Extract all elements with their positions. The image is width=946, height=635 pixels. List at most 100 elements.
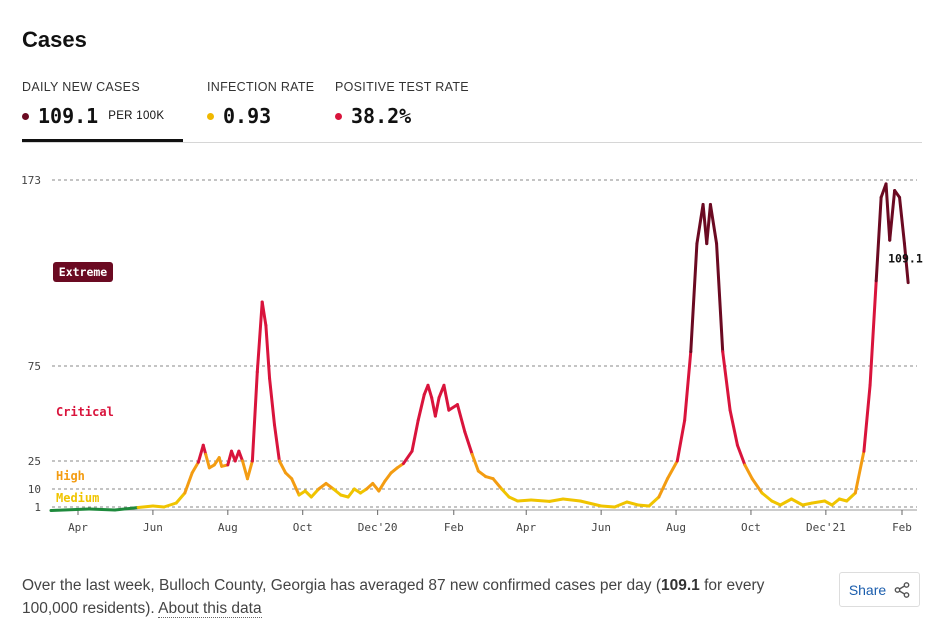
series-line-segment [264,323,272,380]
summary-bold-value: 109.1 [661,577,700,594]
x-tick-label: Dec'21 [806,521,846,534]
metric-value: 109.1 [38,104,99,128]
series-line-segment [689,242,699,354]
series-line-segment [801,501,814,507]
series-line-segment [647,495,661,508]
series-line-segment [416,392,426,422]
share-button[interactable]: Share [839,572,920,607]
series-line-segment [657,477,669,499]
metric-value: 0.93 [223,104,272,128]
summary-text-after: for every 100,000 residents). [22,577,765,617]
end-value-label: 109.1 [888,252,923,266]
series-line-segment [636,503,651,508]
metric-dot [207,113,214,120]
series-line-segment [290,477,301,497]
series-line-segment [250,370,259,463]
series-line-segment [201,443,208,456]
series-line-segment [898,195,906,246]
series-line-segment [884,182,892,242]
series-line-segment [324,481,335,491]
series-line-segment [735,443,747,467]
series-line-segment [599,504,617,509]
tab-daily-new-cases[interactable]: DAILY NEW CASES 109.1 PER 100K [22,80,164,128]
series-line-segment [241,459,249,481]
x-tick-label: Aug [218,521,238,534]
y-tick-label: 10 [28,483,41,496]
series-line-segment [548,497,565,503]
series-line-segment [853,449,866,495]
series-line-segment [268,376,276,427]
metric-label: INFECTION RATE [207,80,315,94]
y-tick-label: 25 [28,455,41,468]
series-line-segment [743,463,754,481]
metric-value: 38.2% [351,104,412,128]
series-line-segment [49,507,91,512]
series-line-segment [204,452,211,470]
risk-label: Critical [56,405,114,419]
series-line-segment [561,497,582,503]
series-line-segment [383,471,393,483]
series-line-segment [455,403,467,434]
series-line-segment [789,497,805,507]
risk-label: Medium [56,491,99,505]
series-line-segment [715,242,725,354]
tab-infection-rate[interactable]: INFECTION RATE 0.93 [207,80,314,128]
series-line-segment [255,300,264,374]
tab-divider [22,142,922,143]
x-tick-label: Apr [516,521,536,534]
series-line-segment [874,195,883,283]
series-line-segment [529,498,552,503]
series-line-segment [810,499,827,505]
x-tick-label: Aug [666,521,686,534]
series-line-segment [217,456,224,468]
series-line-segment [830,497,841,507]
series-line-segment [183,471,194,495]
series-line-segment [377,479,387,493]
series-line-segment [770,499,782,507]
series-line-segment [277,459,288,475]
series-line-segment [447,403,459,412]
series-line-segment [260,300,268,327]
series-line-segment [371,481,381,493]
series-line-segment [463,430,474,456]
tab-positive-test-rate[interactable]: POSITIVE TEST RATE 38.2% [335,80,469,128]
x-tick-label: Apr [68,521,88,534]
series-line-segment [87,507,117,512]
series-line-segment [665,459,679,481]
metric-label: POSITIVE TEST RATE [335,80,469,94]
x-tick-label: Dec'20 [358,521,398,534]
series-line-segment [578,499,603,508]
metric-dot [335,113,342,120]
series-line-segment [500,487,511,499]
y-tick-label: 75 [28,360,41,373]
series-line-segment [401,449,414,466]
share-icon [894,581,910,598]
share-label: Share [848,581,887,598]
series-line-segment [331,487,343,497]
series-line-segment [862,383,872,453]
series-line-segment [237,449,245,463]
x-tick-label: Feb [892,521,912,534]
series-line-segment [113,506,140,512]
metric-unit: PER 100K [108,110,165,122]
about-data-link[interactable]: About this data [158,600,262,618]
summary-text-before: Over the last week, Bulloch County, Geor… [22,577,661,594]
series-line-segment [902,242,910,285]
y-tick-label: 173 [21,174,41,187]
series-line-segment [625,500,640,507]
series-line-segment [470,452,480,473]
series-line-segment [705,202,712,246]
metric-label: DAILY NEW CASES [22,80,140,94]
series-line-segment [695,202,705,246]
series-line-segment [507,495,520,503]
series-line-segment [683,350,693,422]
risk-label: Extreme [59,265,108,279]
x-tick-label: Feb [444,521,464,534]
y-tick-label: 1 [34,501,41,514]
series-line-segment [845,491,857,503]
active-tab-indicator [22,139,183,142]
series-line-segment [410,418,420,453]
risk-label: High [56,469,85,483]
series-line-segment [728,408,739,447]
risk-label-badge [53,262,113,282]
